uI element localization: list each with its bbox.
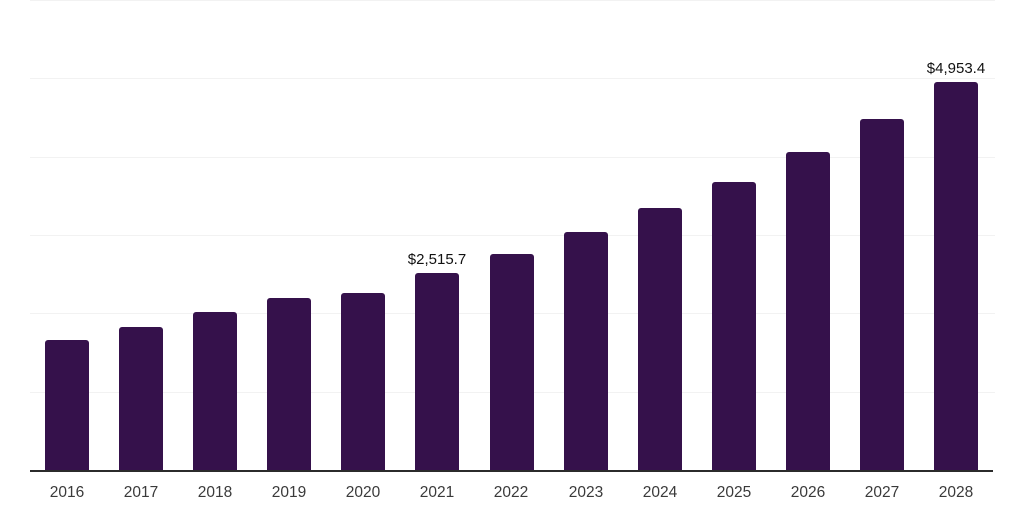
x-tick-2027: 2027 (864, 484, 900, 501)
x-tick-2016: 2016 (49, 484, 85, 501)
x-tick-2020: 2020 (345, 484, 381, 501)
bar-2028 (934, 82, 978, 470)
gridline-5000 (30, 78, 995, 79)
value-label-2021: $2,515.7 (407, 251, 467, 268)
bar-2019 (267, 298, 311, 470)
gridline-3000 (30, 235, 995, 236)
gridline-4000 (30, 157, 995, 158)
x-tick-2021: 2021 (419, 484, 455, 501)
x-tick-2028: 2028 (938, 484, 974, 501)
bar-2020 (341, 293, 385, 470)
bar-2025 (712, 182, 756, 470)
bar-2021 (415, 273, 459, 470)
x-tick-2017: 2017 (123, 484, 159, 501)
x-tick-2025: 2025 (716, 484, 752, 501)
value-label-2028: $4,953.4 (926, 60, 986, 77)
x-tick-2023: 2023 (568, 484, 604, 501)
bar-2022 (490, 254, 534, 470)
bar-2023 (564, 232, 608, 470)
bar-2024 (638, 208, 682, 470)
x-tick-2026: 2026 (790, 484, 826, 501)
bar-2026 (786, 152, 830, 470)
x-tick-2018: 2018 (197, 484, 233, 501)
gridline-6000 (30, 0, 995, 1)
x-tick-2024: 2024 (642, 484, 678, 501)
bar-2018 (193, 312, 237, 470)
x-tick-2019: 2019 (271, 484, 307, 501)
bar-2017 (119, 327, 163, 470)
bar-2016 (45, 340, 89, 470)
bar-2027 (860, 119, 904, 470)
x-tick-2022: 2022 (493, 484, 529, 501)
x-axis-line (30, 470, 993, 472)
